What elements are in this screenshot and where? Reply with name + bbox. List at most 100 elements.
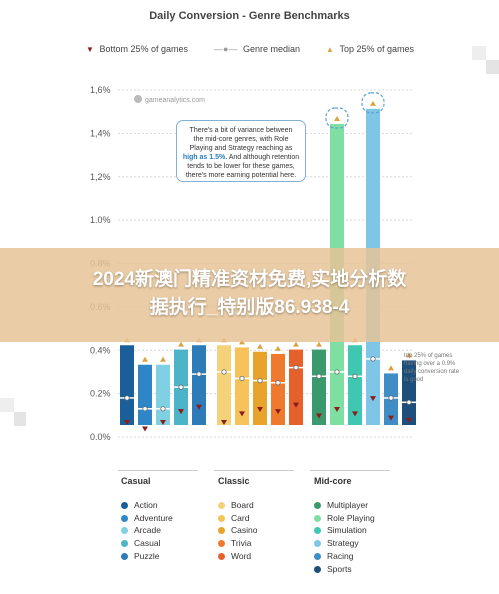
legend-bottom-label: Bottom 25% of games <box>99 44 188 54</box>
top-marker <box>293 341 299 347</box>
legend-item-label: Puzzle <box>134 550 160 561</box>
annotation-line-5: tends to be lower for these games, <box>187 163 295 170</box>
legend-item-label: Multiplayer <box>327 500 369 510</box>
bar-multiplayer <box>312 349 326 425</box>
legend-item-arcade: Arcade <box>121 525 161 535</box>
legend-item-puzzle: Puzzle <box>121 551 160 561</box>
bottom-marker <box>334 406 340 412</box>
legend-top-label: Top 25% of games <box>339 44 414 54</box>
decor-square <box>14 412 26 426</box>
legend-median-label: Genre median <box>242 44 300 54</box>
legend-item-racing: Racing <box>314 551 353 561</box>
legend-item-label: Strategy <box>327 538 359 549</box>
watermark: gameanalytics.com <box>134 95 205 104</box>
legend-item-adventure: Adventure <box>121 513 173 523</box>
bottom-marker <box>257 406 263 412</box>
swatch-dot-icon <box>121 552 128 560</box>
legend-item-board: Board <box>218 500 254 510</box>
legend-item-strategy: Strategy <box>314 538 359 548</box>
decor-square <box>0 398 14 412</box>
legend-item-role-playing: Role Playing <box>314 513 375 523</box>
legend-item-label: Adventure <box>134 512 173 523</box>
bar-simulation <box>348 345 362 425</box>
top-marker <box>257 343 263 349</box>
legend-item-label: Arcade <box>134 525 161 536</box>
annotation-line-1: There's a bit of variance between <box>189 127 293 134</box>
bottom-marker <box>275 409 281 415</box>
bar-casino <box>253 351 267 425</box>
median-marker <box>221 369 227 375</box>
swatch-dot-icon <box>218 527 225 535</box>
legend-item-casual: Casual <box>121 538 160 548</box>
banner-line-1: 2024新澳门精准资材免费,实地分析数 <box>92 269 407 290</box>
swatch-dot-icon <box>218 502 225 509</box>
top-marker <box>388 365 394 371</box>
y-tick-label: 1,6% <box>90 85 111 95</box>
bar-sports <box>402 360 416 425</box>
median-marker <box>124 395 130 401</box>
y-tick-label: 1,4% <box>90 128 111 138</box>
banner-text: 2024新澳门精准资材免费,实地分析数 据执行_特别版86.938-4 <box>20 266 479 322</box>
legend-item-label: Casino <box>231 525 258 536</box>
bottom-marker <box>352 411 358 417</box>
swatch-dot-icon <box>121 527 128 535</box>
bottom-marker <box>124 419 130 425</box>
bar-action <box>120 345 134 425</box>
top-marker <box>334 116 340 122</box>
group-title-classic: Classic <box>218 476 250 486</box>
swatch-dot-icon <box>121 540 128 548</box>
watermark-text: gameanalytics.com <box>145 97 205 104</box>
annotation-line-4: And although retention <box>227 154 300 161</box>
annotation-box: There's a bit of variance between the mi… <box>176 120 306 182</box>
bottom-marker <box>293 402 299 408</box>
bottom-marker <box>160 419 166 425</box>
divider-midcore <box>310 470 390 471</box>
median-marker <box>257 378 263 384</box>
top-marker <box>160 356 166 362</box>
median-marker <box>352 373 358 379</box>
legend-item-label: Role Playing <box>327 512 375 523</box>
legend-item-trivia: Trivia <box>218 538 251 548</box>
bar-trivia <box>271 353 285 425</box>
top-marker <box>142 356 148 362</box>
annotation-line-2: the mid-core genres, with Role <box>193 136 289 143</box>
median-marker <box>406 399 412 405</box>
legend-item-action: Action <box>121 500 158 510</box>
legend-item-casino: Casino <box>218 525 257 535</box>
top-marker <box>406 352 412 358</box>
overlay-banner <box>0 248 499 342</box>
top-marker <box>275 345 281 351</box>
y-tick-label: 1,2% <box>90 172 111 182</box>
legend-item-label: Trivia <box>231 538 252 549</box>
bottom-marker <box>406 417 412 423</box>
top-marker <box>178 341 184 347</box>
legend-item-label: Board <box>231 500 254 510</box>
bottom-marker <box>142 426 148 432</box>
median-marker <box>388 395 394 401</box>
swatch-dot-icon <box>314 540 321 548</box>
bar-card <box>235 347 249 425</box>
median-marker <box>316 373 322 379</box>
annotation-line-3: Playing and Strategy reaching as <box>189 145 293 152</box>
highlight-outline <box>361 92 385 114</box>
swatch-dot-icon <box>314 527 321 535</box>
gameanalytics-logo-icon <box>134 95 142 103</box>
swatch-dot-icon <box>314 565 321 573</box>
chart-title: Daily Conversion - Genre Benchmarks <box>149 10 350 22</box>
bottom-marker <box>370 396 376 402</box>
swatch-dot-icon <box>218 552 225 560</box>
median-marker <box>275 380 281 386</box>
annotation-line-6: there's more earning potential here. <box>185 172 297 179</box>
banner-line-2: 据执行_特别版86.938-4 <box>149 297 350 318</box>
bottom-marker-icon: ▼ <box>86 45 94 54</box>
swatch-dot-icon <box>121 502 128 509</box>
group-title-midcore: Mid-core <box>314 476 352 486</box>
median-marker <box>370 356 376 362</box>
bar-puzzle <box>192 345 206 425</box>
top-marker <box>316 341 322 347</box>
y-tick-label: 0.4% <box>90 345 111 355</box>
swatch-dot-icon <box>314 502 321 509</box>
legend-bottom: ▼ Bottom 25% of games <box>86 44 188 54</box>
legend-item-label: Sports <box>327 563 352 574</box>
